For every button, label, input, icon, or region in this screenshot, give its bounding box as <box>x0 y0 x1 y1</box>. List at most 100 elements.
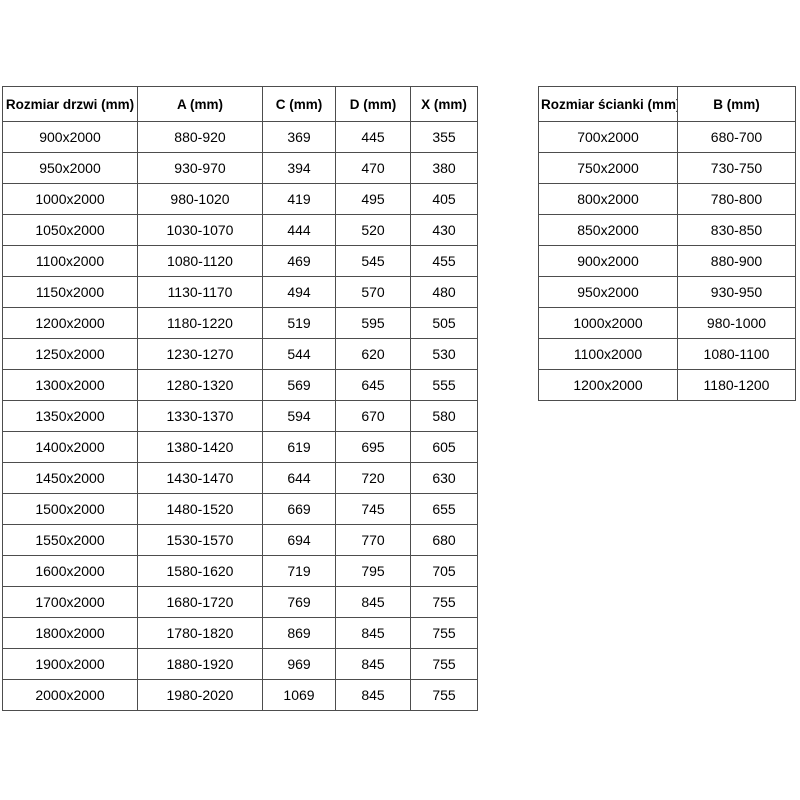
table-cell: 730-750 <box>677 152 796 184</box>
table-row: 1350x2000 1330-1370 594 670 580 <box>2 400 478 432</box>
table-row: 1400x2000 1380-1420 619 695 605 <box>2 431 478 463</box>
door-table-body: 900x2000 880-920 369 445 355 950x2000 930-970 3… <box>2 121 478 711</box>
table-cell: 595 <box>335 307 411 339</box>
table-cell: 1000x2000 <box>538 307 678 339</box>
table-cell: 1150x2000 <box>2 276 138 308</box>
table-cell: 1050x2000 <box>2 214 138 246</box>
table-cell: 845 <box>335 648 411 680</box>
table-row: 1100x2000 1080-1120 469 545 455 <box>2 245 478 277</box>
table-cell: 1100x2000 <box>2 245 138 277</box>
table-cell: 1200x2000 <box>538 369 678 401</box>
table-cell: 850x2000 <box>538 214 678 246</box>
table-row: 1600x2000 1580-1620 719 795 705 <box>2 555 478 587</box>
table-cell: 430 <box>410 214 478 246</box>
table-cell: 680 <box>410 524 478 556</box>
wall-size-table: Rozmiar ścianki (mm) B (mm) 700x2000 680-7… <box>538 86 796 401</box>
table-row: 700x2000 680-700 <box>538 121 796 153</box>
table-cell: 780-800 <box>677 183 796 215</box>
table-row: 900x2000 880-900 <box>538 245 796 277</box>
column-header: D (mm) <box>335 86 411 122</box>
table-cell: 719 <box>262 555 336 587</box>
table-cell: 830-850 <box>677 214 796 246</box>
table-cell: 770 <box>335 524 411 556</box>
table-row: 1900x2000 1880-1920 969 845 755 <box>2 648 478 680</box>
table-cell: 1530-1570 <box>137 524 263 556</box>
column-header: X (mm) <box>410 86 478 122</box>
table-row: 1200x2000 1180-1200 <box>538 369 796 401</box>
table-cell: 800x2000 <box>538 183 678 215</box>
table-cell: 605 <box>410 431 478 463</box>
column-header: Rozmiar ścianki (mm) <box>538 86 678 122</box>
table-cell: 1480-1520 <box>137 493 263 525</box>
table-cell: 445 <box>335 121 411 153</box>
table-row: 950x2000 930-970 394 470 380 <box>2 152 478 184</box>
table-cell: 644 <box>262 462 336 494</box>
table-cell: 1500x2000 <box>2 493 138 525</box>
table-row: 1200x2000 1180-1220 519 595 505 <box>2 307 478 339</box>
table-cell: 1580-1620 <box>137 555 263 587</box>
table-cell: 1180-1220 <box>137 307 263 339</box>
table-cell: 555 <box>410 369 478 401</box>
table-cell: 594 <box>262 400 336 432</box>
table-cell: 1400x2000 <box>2 431 138 463</box>
table-cell: 669 <box>262 493 336 525</box>
table-cell: 630 <box>410 462 478 494</box>
table-cell: 1430-1470 <box>137 462 263 494</box>
table-cell: 494 <box>262 276 336 308</box>
table-row: 1150x2000 1130-1170 494 570 480 <box>2 276 478 308</box>
table-cell: 845 <box>335 586 411 618</box>
table-row: 1300x2000 1280-1320 569 645 555 <box>2 369 478 401</box>
table-cell: 369 <box>262 121 336 153</box>
table-cell: 455 <box>410 245 478 277</box>
table-row: 1100x2000 1080-1100 <box>538 338 796 370</box>
table-cell: 1380-1420 <box>137 431 263 463</box>
table-cell: 1780-1820 <box>137 617 263 649</box>
table-cell: 1300x2000 <box>2 369 138 401</box>
table-cell: 394 <box>262 152 336 184</box>
table-cell: 1680-1720 <box>137 586 263 618</box>
table-cell: 930-950 <box>677 276 796 308</box>
table-cell: 755 <box>410 617 478 649</box>
table-row: 1050x2000 1030-1070 444 520 430 <box>2 214 478 246</box>
table-cell: 745 <box>335 493 411 525</box>
table-cell: 545 <box>335 245 411 277</box>
table-row: 2000x2000 1980-2020 1069 845 755 <box>2 679 478 711</box>
table-row: 1000x2000 980-1020 419 495 405 <box>2 183 478 215</box>
table-row: 800x2000 780-800 <box>538 183 796 215</box>
table-cell: 1080-1120 <box>137 245 263 277</box>
table-cell: 900x2000 <box>2 121 138 153</box>
table-cell: 1250x2000 <box>2 338 138 370</box>
table-cell: 495 <box>335 183 411 215</box>
column-header: B (mm) <box>677 86 796 122</box>
table-cell: 969 <box>262 648 336 680</box>
table-row: 1250x2000 1230-1270 544 620 530 <box>2 338 478 370</box>
table-cell: 900x2000 <box>538 245 678 277</box>
table-cell: 1550x2000 <box>2 524 138 556</box>
table-cell: 980-1020 <box>137 183 263 215</box>
table-cell: 680-700 <box>677 121 796 153</box>
table-cell: 769 <box>262 586 336 618</box>
table-row: 1700x2000 1680-1720 769 845 755 <box>2 586 478 618</box>
table-cell: 1080-1100 <box>677 338 796 370</box>
table-row: 1550x2000 1530-1570 694 770 680 <box>2 524 478 556</box>
table-cell: 520 <box>335 214 411 246</box>
table-cell: 470 <box>335 152 411 184</box>
table-cell: 1230-1270 <box>137 338 263 370</box>
table-cell: 880-900 <box>677 245 796 277</box>
table-cell: 519 <box>262 307 336 339</box>
table-cell: 1880-1920 <box>137 648 263 680</box>
table-cell: 619 <box>262 431 336 463</box>
table-row: 1800x2000 1780-1820 869 845 755 <box>2 617 478 649</box>
table-cell: 1450x2000 <box>2 462 138 494</box>
door-size-table: Rozmiar drzwi (mm) A (mm) C (mm) D (mm) X (m… <box>2 86 478 711</box>
table-cell: 845 <box>335 679 411 711</box>
table-cell: 580 <box>410 400 478 432</box>
table-cell: 620 <box>335 338 411 370</box>
table-row: 950x2000 930-950 <box>538 276 796 308</box>
table-cell: 950x2000 <box>538 276 678 308</box>
table-cell: 469 <box>262 245 336 277</box>
table-cell: 700x2000 <box>538 121 678 153</box>
column-header: C (mm) <box>262 86 336 122</box>
table-row: 1000x2000 980-1000 <box>538 307 796 339</box>
